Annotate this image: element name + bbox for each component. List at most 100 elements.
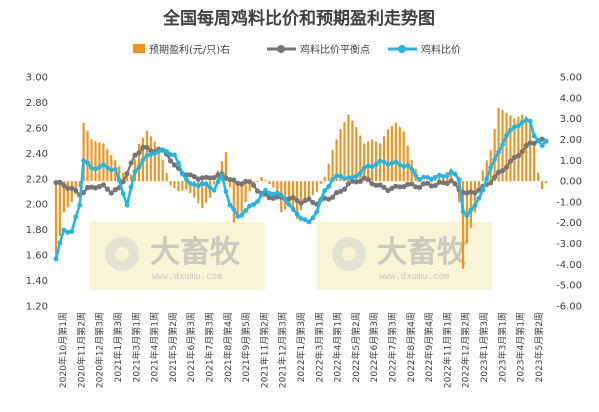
ratio-point [535,138,541,143]
profit-bar [371,139,374,182]
left-tick-label: 2.60 [26,123,48,134]
profit-bar [122,172,125,182]
profit-bar [355,127,358,182]
balance-point [120,179,126,185]
balance-point [341,186,348,192]
ratio-point [429,176,434,182]
ratio-point [57,240,63,246]
profit-bar [299,181,303,211]
ratio-point [105,165,110,170]
balance-point [401,184,407,190]
ratio-series [53,117,549,262]
ratio-point [203,181,209,187]
profit-bar [505,112,508,182]
profit-bar [54,181,58,261]
balance-point [247,179,253,185]
ratio-point [452,171,458,177]
profit-bar [461,181,465,269]
profit-bar [240,181,243,213]
ratio-point [405,162,411,168]
ratio-point [523,117,529,123]
ratio-point [207,185,213,191]
balance-point [361,175,367,181]
balance-point [373,182,379,188]
balance-point [132,152,138,158]
profit-bar [165,172,168,182]
balance-point [385,187,391,194]
balance-point [527,140,533,146]
ratio-point [160,147,166,153]
balance-point [294,197,300,203]
balance-point [223,175,229,181]
balance-point [476,187,482,193]
balance-point [274,194,280,200]
ratio-point [278,192,284,198]
balance-point [104,186,110,192]
balance-point [377,182,383,188]
profit-bar [430,181,433,183]
balance-point [444,180,450,186]
left-tick-label: 1.60 [26,251,48,262]
ratio-point [516,123,521,129]
profit-bar [438,176,441,182]
left-axis: 1.20 1.40 1.60 1.80 2.00 2.20 2.40 2.60 2.80 3.00 [26,73,48,313]
ratio-point [274,190,280,196]
ratio-point [310,215,316,221]
profit-bar [481,170,484,182]
watermark-logo-icon-inner [115,247,129,261]
profit-bar [544,181,548,184]
balance-point [171,162,178,168]
balance-point [168,158,174,164]
ratio-point [381,159,387,165]
left-tick-label: 1.20 [26,302,48,313]
chart-title: 全国每周鸡料比价和预期盈利走势图 [162,8,435,29]
profit-bar [228,181,231,188]
balance-point [409,181,415,187]
ratio-point [314,209,320,215]
ratio-point [543,138,549,144]
balance-point [507,158,514,164]
left-tick-label: 1.40 [26,276,48,287]
ratio-point [425,174,430,180]
x-tick-label: 2022年8月第4周 [405,312,417,382]
balance-point [57,179,63,185]
profit-bar [465,181,469,244]
profit-bar [129,174,133,182]
profit-bar [450,168,453,182]
profit-bar [339,129,342,182]
ratio-point [267,190,272,196]
balance-point [353,179,359,185]
profit-bar [185,181,188,190]
profit-bar [212,181,216,185]
x-tick-label: 2021年3月第1周 [130,312,142,382]
profit-bar [402,131,405,182]
right-tick-label: 0.00 [560,177,582,188]
balance-point [195,176,201,182]
ratio-point [235,214,241,219]
watermark-url: www.dxumu.com [152,272,222,282]
x-tick-label: 2021年5月第2周 [167,312,179,382]
balance-point [211,175,217,181]
x-tick-label: 2022年12月第2周 [460,312,472,388]
left-tick-label: 1.80 [26,225,48,236]
ratio-point [373,162,379,168]
balance-point [432,182,438,188]
x-tick-label: 2022年7月第3周 [386,312,398,382]
ratio-point [369,164,375,170]
ratio-point [440,174,446,179]
ratio-point [492,157,497,162]
ratio-point [468,207,474,213]
x-tick-label: 2020年11月第2周 [75,312,87,388]
balance-point [393,183,399,189]
balance-point [357,178,363,184]
balance-point [337,188,344,194]
ratio-point [353,173,359,179]
ratio-point [223,189,229,194]
profit-bar [276,181,279,200]
ratio-point [247,203,253,209]
balance-point [302,198,308,204]
right-tick-label: -5.00 [556,281,582,292]
ratio-point [176,160,181,166]
profit-bar [497,107,500,182]
x-tick-label: 2022年11月第1周 [441,312,453,388]
